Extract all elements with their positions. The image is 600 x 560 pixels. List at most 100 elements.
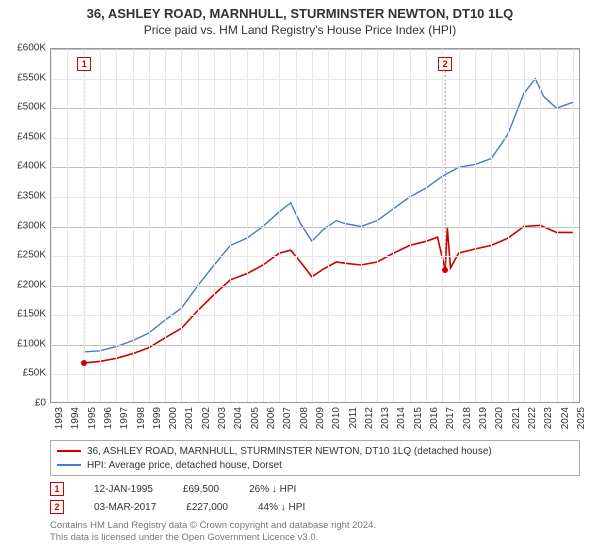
legend: 36, ASHLEY ROAD, MARNHULL, STURMINSTER N… [50,440,580,476]
chart-container: 36, ASHLEY ROAD, MARNHULL, STURMINSTER N… [0,0,600,560]
annotation-date: 03-MAR-2017 [94,502,156,513]
annotation-price: £69,500 [183,484,219,495]
gridline-v [214,49,215,402]
x-tick-label: 2015 [413,407,424,429]
gridline-v [67,49,68,402]
x-tick-label: 2024 [560,407,571,429]
legend-swatch [57,464,81,466]
annotation-marker-icon: 2 [50,500,64,514]
annotation-pct: 26% ↓ HPI [249,484,296,495]
gridline-v [377,49,378,402]
x-tick-label: 2004 [233,407,244,429]
x-tick-label: 2011 [348,407,359,429]
x-tick-label: 2002 [201,407,212,429]
gridline-v [573,49,574,402]
gridline-v [165,49,166,402]
gridline-v [230,49,231,402]
gridline-v [410,49,411,402]
gridline-v [393,49,394,402]
gridline-h [51,374,579,375]
gridline-h [51,286,579,287]
gridline-v [51,49,52,402]
gridline-h [51,49,579,50]
gridline-v [263,49,264,402]
x-tick-label: 2009 [315,407,326,429]
x-tick-label: 2016 [429,407,440,429]
x-tick-label: 2017 [445,407,456,429]
gridline-v [524,49,525,402]
x-tick-label: 2025 [576,407,587,429]
x-tick-label: 2020 [494,407,505,429]
gridline-v [181,49,182,402]
gridline-v [442,49,443,402]
marker-box: 2 [438,57,452,71]
gridline-h [51,256,579,257]
gridline-v [116,49,117,402]
gridline-v [557,49,558,402]
gridline-v [247,49,248,402]
gridline-v [328,49,329,402]
annotation-marker-icon: 1 [50,482,64,496]
gridline-h [51,79,579,80]
gridline-v [345,49,346,402]
x-tick-label: 1994 [70,407,81,429]
x-tick-label: 2003 [217,407,228,429]
y-tick-label: £250K [0,250,46,261]
x-tick-label: 2001 [184,407,195,429]
y-tick-label: £50K [0,368,46,379]
legend-row: 36, ASHLEY ROAD, MARNHULL, STURMINSTER N… [57,444,573,458]
x-tick-label: 2023 [543,407,554,429]
y-tick-label: £200K [0,279,46,290]
gridline-v [475,49,476,402]
gridline-h [51,315,579,316]
gridline-v [133,49,134,402]
gridline-v [540,49,541,402]
x-tick-label: 2014 [396,407,407,429]
x-tick-label: 1993 [54,407,65,429]
gridline-v [100,49,101,402]
x-tick-label: 2012 [364,407,375,429]
marker-box: 1 [77,57,91,71]
gridline-h [51,345,579,346]
y-tick-label: £100K [0,338,46,349]
gridline-h [51,197,579,198]
x-tick-label: 2018 [462,407,473,429]
gridline-h [51,167,579,168]
title-sub: Price paid vs. HM Land Registry's House … [0,23,600,37]
gridline-v [149,49,150,402]
gridline-v [279,49,280,402]
title-main: 36, ASHLEY ROAD, MARNHULL, STURMINSTER N… [0,6,600,21]
legend-swatch [57,450,81,452]
gridline-v [491,49,492,402]
gridline-h [51,138,579,139]
gridline-h [51,227,579,228]
x-tick-label: 2021 [511,407,522,429]
gridline-v [296,49,297,402]
gridline-v [459,49,460,402]
x-tick-label: 2007 [282,407,293,429]
gridline-v [84,49,85,402]
annotation-price: £227,000 [186,502,228,513]
annotation-pct: 44% ↓ HPI [258,502,305,513]
legend-row: HPI: Average price, detached house, Dors… [57,458,573,472]
x-tick-label: 2006 [266,407,277,429]
footer-line: This data is licensed under the Open Gov… [50,532,580,544]
y-tick-label: £500K [0,102,46,113]
x-tick-label: 2000 [168,407,179,429]
gridline-h [51,108,579,109]
annotation-row: 1 12-JAN-1995 £69,500 26% ↓ HPI [50,480,580,498]
y-tick-label: £300K [0,220,46,231]
y-tick-label: £600K [0,43,46,54]
x-tick-label: 1997 [119,407,130,429]
footer: Contains HM Land Registry data © Crown c… [50,520,580,545]
x-tick-label: 2005 [250,407,261,429]
footer-line: Contains HM Land Registry data © Crown c… [50,520,580,532]
gridline-v [508,49,509,402]
y-tick-label: £0 [0,398,46,409]
y-tick-label: £550K [0,72,46,83]
gridline-v [198,49,199,402]
gridline-v [361,49,362,402]
annotation-row: 2 03-MAR-2017 £227,000 44% ↓ HPI [50,498,580,516]
x-tick-label: 1996 [103,407,114,429]
plot: 12 [50,48,580,403]
